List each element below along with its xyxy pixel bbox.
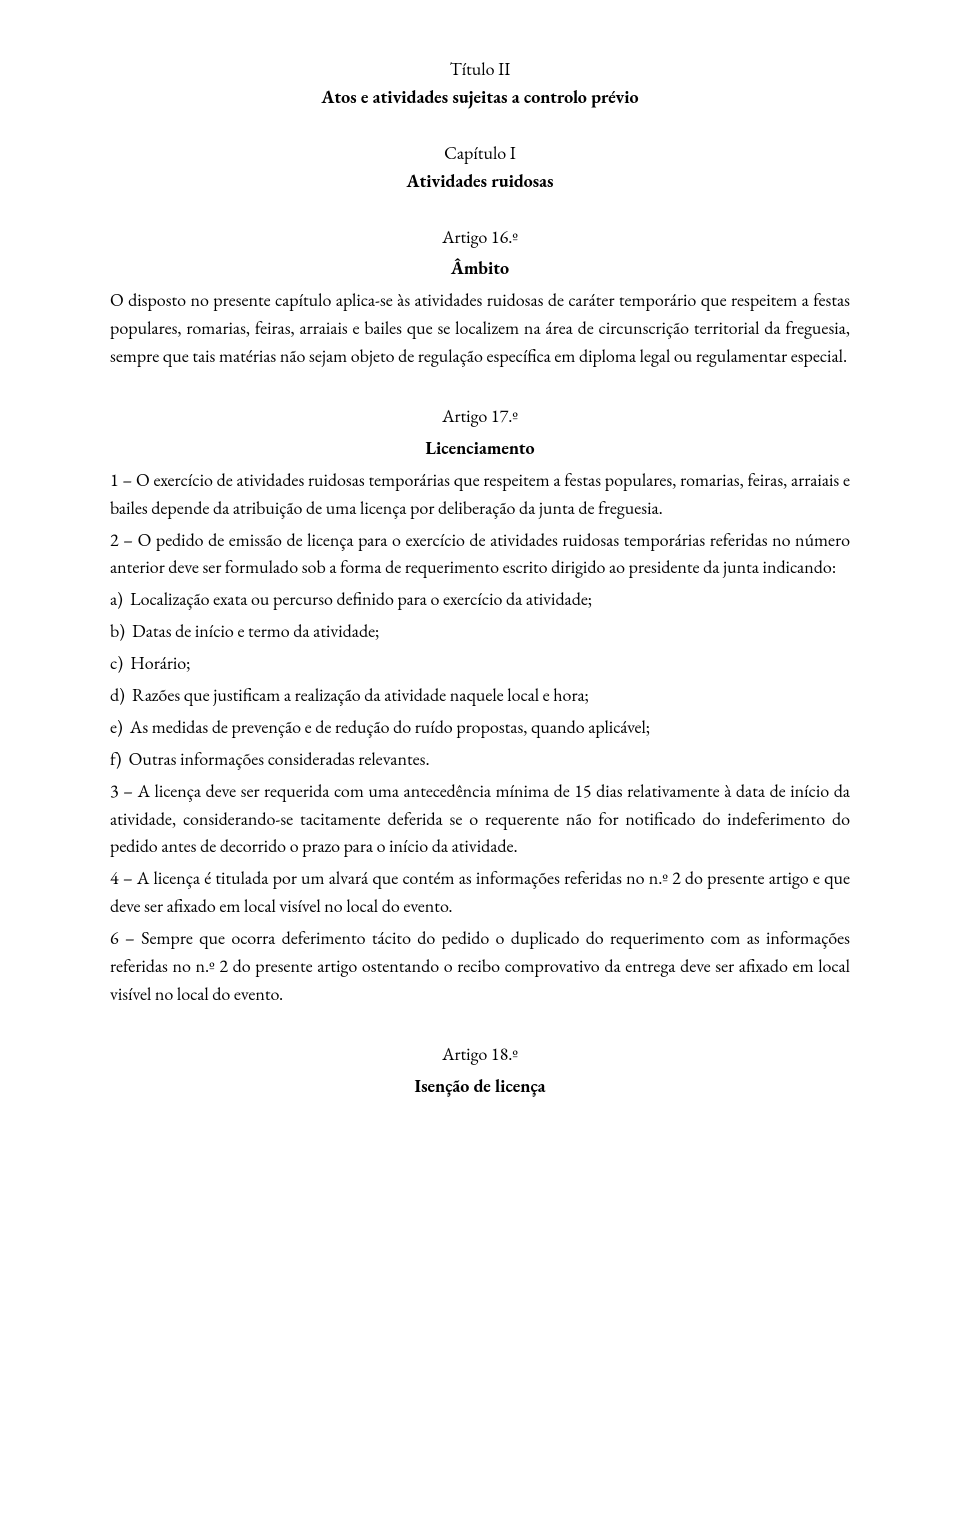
article-17-number: Artigo 17.º <box>110 403 850 431</box>
list-item-text: Horário; <box>130 652 190 675</box>
chapter-label: Capítulo I <box>110 140 850 168</box>
list-item: f) Outras informações consideradas relev… <box>110 746 850 774</box>
list-item: b) Datas de início e termo da atividade; <box>110 618 850 646</box>
list-item-text: Datas de início e termo da atividade; <box>132 620 379 643</box>
list-item-text: Localização exata ou percurso definido p… <box>130 588 592 611</box>
article-16-number: Artigo 16.º <box>110 224 850 252</box>
article-16-heading: Âmbito <box>110 255 850 283</box>
article-17-p3: 3 – A licença deve ser requerida com uma… <box>110 778 850 862</box>
list-item-text: As medidas de prevenção e de redução do … <box>130 716 650 739</box>
article-17-p6: 6 – Sempre que ocorra deferimento tácito… <box>110 925 850 1009</box>
spacer <box>110 375 850 403</box>
list-item-lead: e) <box>110 716 130 739</box>
article-17-p1: 1 – O exercício de atividades ruidosas t… <box>110 467 850 523</box>
article-16-body: O disposto no presente capítulo aplica-s… <box>110 287 850 371</box>
list-item-lead: d) <box>110 684 132 707</box>
list-item-text: Outras informações consideradas relevant… <box>129 748 430 771</box>
list-item: d) Razões que justificam a realização da… <box>110 682 850 710</box>
list-item-lead: c) <box>110 652 130 675</box>
list-item-lead: f) <box>110 748 129 771</box>
list-item-lead: a) <box>110 588 130 611</box>
list-item: c) Horário; <box>110 650 850 678</box>
chapter-sub: Atividades ruidosas <box>110 168 850 196</box>
list-item-text: Razões que justificam a realização da at… <box>132 684 589 707</box>
spacer <box>110 112 850 140</box>
page: Título II Atos e atividades sujeitas a c… <box>0 0 960 1185</box>
title-level-2-sub: Atos e atividades sujeitas a controlo pr… <box>110 84 850 112</box>
title-level-2: Título II <box>110 56 850 84</box>
article-18-number: Artigo 18.º <box>110 1041 850 1069</box>
article-17-p4: 4 – A licença é titulada por um alvará q… <box>110 865 850 921</box>
article-17-p2: 2 – O pedido de emissão de licença para … <box>110 527 850 583</box>
spacer <box>110 196 850 224</box>
list-item: a) Localização exata ou percurso definid… <box>110 586 850 614</box>
list-item: e) As medidas de prevenção e de redução … <box>110 714 850 742</box>
article-17-heading: Licenciamento <box>110 435 850 463</box>
list-item-lead: b) <box>110 620 132 643</box>
spacer <box>110 1013 850 1041</box>
article-18-heading: Isenção de licença <box>110 1073 850 1101</box>
